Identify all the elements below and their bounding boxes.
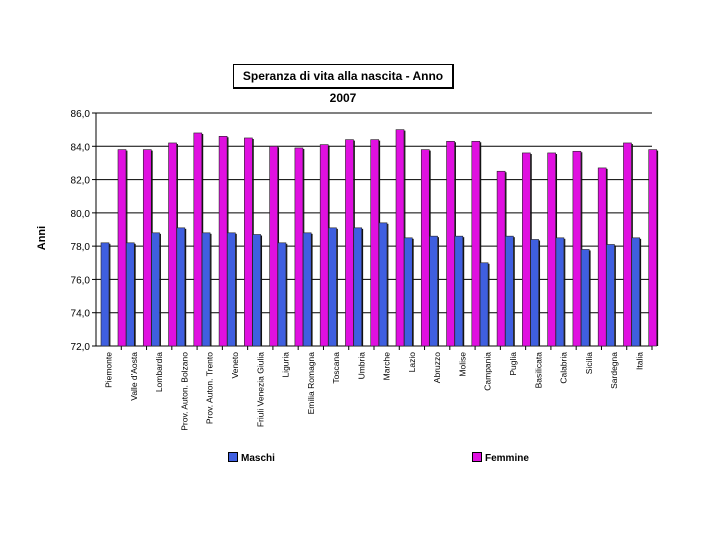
x-tick-label: Sicilia (584, 352, 594, 374)
bar-maschi (151, 232, 160, 347)
y-tick-label: 72,0 (71, 342, 91, 353)
x-tick-label: Italia (634, 352, 644, 370)
bar-femmine (471, 140, 481, 347)
x-tick-label: Veneto (230, 352, 240, 379)
bar-maschi (353, 227, 363, 347)
bar-maschi (201, 232, 211, 347)
bar-maschi (580, 249, 590, 347)
x-tick-label: Emilia Romagna (306, 352, 316, 415)
x-tick-label: Liguria (281, 352, 291, 378)
bar-maschi (100, 242, 110, 347)
x-tick-label: Prov. Auton. Trento (205, 352, 215, 424)
chart-title: Speranza di vita alla nascita - Anno 200… (233, 64, 454, 105)
x-tick-label: Marche (382, 352, 392, 381)
x-tick-label: Abruzzo (432, 352, 442, 383)
bar-femmine (142, 149, 152, 347)
bar-maschi (176, 227, 186, 347)
bar-femmine (446, 140, 455, 347)
bar-maschi (125, 242, 135, 347)
bar-maschi (252, 234, 261, 347)
x-tick-label: Puglia (508, 352, 518, 376)
x-tick-label: Sardegna (609, 352, 619, 389)
legend-swatch-maschi (228, 452, 238, 462)
bar-femmine (597, 167, 607, 347)
x-tick-label: Valle d'Aosta (129, 352, 139, 401)
bar-femmine (117, 149, 127, 347)
y-tick-label: 80,0 (71, 209, 91, 220)
bar-femmine (623, 142, 632, 347)
x-tick-label: Lazio (407, 352, 417, 373)
bar-femmine (244, 137, 253, 347)
bar-maschi (328, 227, 337, 347)
y-tick-label: 82,0 (71, 176, 91, 187)
bar-maschi (227, 232, 236, 347)
bar-femmine (496, 170, 506, 347)
x-tick-label: Umbria (356, 352, 366, 380)
bar-femmine (522, 152, 531, 347)
bar-femmine (547, 152, 556, 347)
x-tick-label: Friuli Venezia Giulia (255, 352, 265, 427)
y-tick-label: 86,0 (71, 109, 91, 120)
x-tick-label: Piemonte (104, 352, 114, 388)
bar-maschi (277, 242, 287, 347)
bar-femmine (193, 132, 203, 347)
bar-maschi (479, 262, 489, 347)
y-tick-label: 84,0 (71, 142, 91, 153)
y-tick-label: 78,0 (71, 242, 91, 253)
legend-femmine: Femmine (472, 452, 529, 464)
bar-femmine (572, 150, 582, 347)
bar-femmine (648, 149, 658, 347)
x-tick-label: Campania (483, 352, 493, 391)
y-tick-label: 74,0 (71, 309, 91, 320)
bar-maschi (302, 232, 312, 347)
legend-label-femmine: Femmine (485, 453, 529, 464)
x-tick-label: Molise (457, 352, 467, 377)
bar-maschi (378, 222, 388, 347)
bar-maschi (454, 235, 464, 347)
y-tick-label: 76,0 (71, 275, 91, 286)
bar-femmine (294, 147, 304, 347)
x-tick-label: Lombardia (154, 352, 164, 392)
bar-femmine (269, 145, 278, 347)
x-tick-label: Calabria (559, 352, 569, 384)
x-tick-label: Basilicata (533, 352, 543, 389)
bar-maschi (631, 237, 641, 347)
bar-femmine (395, 129, 405, 347)
bar-maschi (505, 235, 514, 347)
bar-maschi (403, 237, 413, 347)
bar-maschi (606, 244, 615, 347)
bar-femmine (345, 139, 354, 347)
bar-femmine (370, 139, 380, 347)
bar-femmine (218, 136, 228, 347)
bar-femmine (420, 149, 430, 347)
x-tick-label: Prov. Auton. Bolzano (179, 352, 189, 431)
x-tick-label: Toscana (331, 352, 341, 384)
bar-femmine (168, 142, 177, 347)
bar-maschi (429, 235, 438, 347)
legend-maschi: Maschi (228, 452, 275, 464)
legend-label-maschi: Maschi (241, 453, 275, 464)
bar-maschi (530, 239, 539, 347)
bar-femmine (319, 144, 329, 347)
legend-swatch-femmine (472, 452, 482, 462)
bar-maschi (555, 237, 565, 347)
